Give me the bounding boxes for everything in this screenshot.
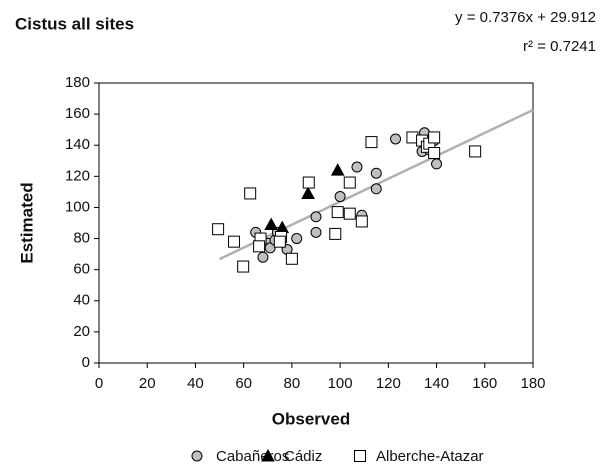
x-axis-title: Observed	[272, 409, 350, 428]
x-tick-label: 80	[284, 375, 301, 392]
point	[334, 191, 346, 203]
point	[212, 223, 225, 236]
y-tick-label: 0	[82, 354, 90, 371]
point	[355, 215, 368, 228]
point	[244, 187, 257, 200]
y-tick-label: 140	[65, 136, 90, 153]
point	[343, 207, 356, 220]
y-tick-label: 60	[73, 261, 90, 278]
x-tick-label: 100	[328, 375, 353, 392]
point	[310, 211, 322, 223]
point	[273, 235, 286, 248]
x-tick-label: 40	[187, 375, 204, 392]
y-tick-label: 40	[73, 292, 90, 309]
x-tick-label: 120	[376, 375, 401, 392]
point	[331, 206, 344, 219]
y-tick-label: 100	[65, 198, 90, 215]
x-tick-label: 140	[424, 375, 449, 392]
y-tick-label: 180	[65, 74, 90, 91]
point	[301, 186, 315, 199]
y-axis-title: Estimated	[17, 182, 36, 263]
point	[237, 260, 250, 273]
point	[343, 176, 356, 189]
point	[390, 133, 402, 145]
point	[469, 145, 482, 158]
legend-symbol	[354, 450, 366, 462]
point	[228, 235, 241, 248]
point	[370, 183, 382, 195]
chart-title: Cistus all sites	[15, 14, 134, 33]
y-tick-label: 160	[65, 105, 90, 122]
legend-label: Alberche-Atazar	[376, 448, 484, 465]
x-tick-label: 0	[95, 375, 103, 392]
point	[329, 227, 342, 240]
point	[253, 240, 266, 253]
legend-symbol	[261, 448, 275, 462]
point	[310, 226, 322, 238]
point	[330, 163, 345, 176]
point	[257, 251, 269, 263]
x-tick-label: 180	[520, 375, 545, 392]
x-tick-label: 20	[139, 375, 156, 392]
point	[428, 147, 441, 159]
point	[285, 252, 298, 265]
x-tick-label: 160	[472, 375, 497, 392]
point	[428, 131, 441, 144]
point	[351, 161, 363, 173]
point	[431, 158, 443, 170]
point	[264, 242, 276, 254]
x-tick-label: 60	[235, 375, 252, 392]
point	[365, 136, 378, 149]
legend-label: Cádiz	[284, 448, 322, 465]
point	[291, 233, 303, 245]
equation: y = 0.7376x + 29.912	[455, 9, 596, 26]
legend-label: Cabañeros	[216, 448, 289, 465]
legend-symbol	[191, 450, 203, 462]
y-tick-label: 20	[73, 323, 90, 340]
r-squared: r² = 0.7241	[523, 38, 596, 55]
y-tick-label: 120	[65, 167, 90, 184]
y-tick-label: 80	[73, 230, 90, 247]
point	[370, 167, 382, 179]
point	[264, 217, 278, 231]
point	[302, 176, 315, 189]
plot-frame	[98, 82, 534, 364]
